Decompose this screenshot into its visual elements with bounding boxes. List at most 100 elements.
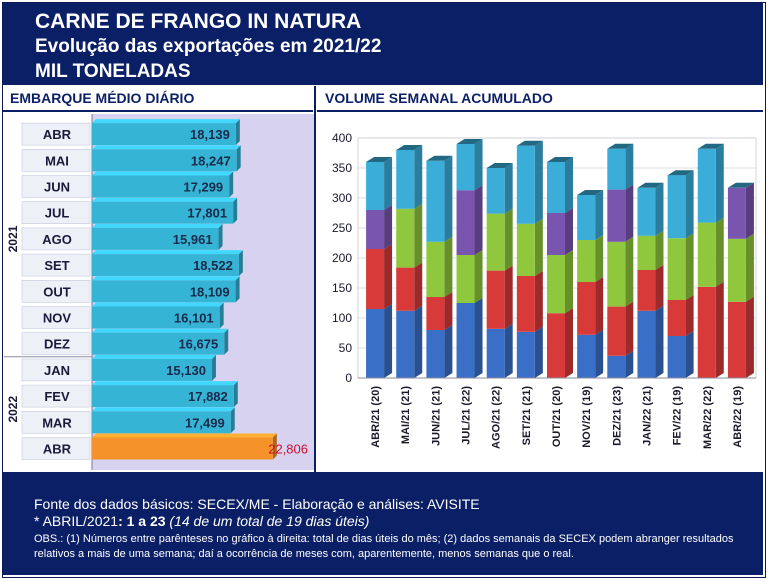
- x-tick-label: JUN/21 (21): [430, 386, 442, 446]
- bar-segment: [396, 150, 415, 209]
- bar-segment: [516, 223, 535, 276]
- bar-segment: [667, 300, 686, 336]
- bar-top: [92, 433, 277, 438]
- value-label: 16,101: [174, 311, 214, 326]
- bar-side: [218, 223, 223, 250]
- bar-segment-side: [715, 281, 724, 378]
- bar-top: [92, 302, 224, 307]
- bar-segment-side: [715, 143, 724, 223]
- value-label: 22,806: [268, 442, 308, 457]
- y-tick-label: 0: [345, 371, 352, 385]
- bar-segment: [637, 235, 656, 270]
- bar: [92, 358, 212, 381]
- bar-segment: [396, 208, 415, 268]
- bar-segment-side: [444, 236, 453, 297]
- bar-segment: [727, 301, 746, 378]
- bar-top: [92, 276, 240, 281]
- bar-segment: [637, 270, 656, 311]
- right-chart-title: VOLUME SEMANAL ACUMULADO: [325, 90, 553, 106]
- bar-top: [92, 119, 240, 124]
- y-tick-label: 200: [332, 251, 352, 265]
- bar-segment: [516, 145, 535, 224]
- bar-segment-side: [655, 265, 664, 311]
- bar-segment-side: [474, 298, 483, 378]
- category-label: ABR: [43, 127, 72, 142]
- category-cell: [21, 122, 91, 146]
- x-tick-label: ABR/21 (20): [370, 386, 382, 448]
- bar-segment: [366, 249, 385, 309]
- bar-segment: [456, 303, 475, 378]
- bar-segment-side: [685, 233, 694, 300]
- bar-segment-side: [595, 190, 604, 240]
- bar-segment: [577, 334, 596, 378]
- category-cell: [21, 280, 91, 303]
- category-label: DEZ: [44, 337, 70, 352]
- bar: [92, 254, 239, 277]
- value-label: 18,109: [190, 284, 230, 299]
- x-tick-label: JAN/22 (21): [641, 386, 653, 446]
- footer-note-days: : 1 a 23: [118, 513, 166, 529]
- bar-segment: [697, 286, 716, 378]
- bar-segment-side: [595, 277, 604, 335]
- bar-segment: [426, 330, 445, 378]
- bar-top: [92, 197, 238, 202]
- bar-segment: [396, 310, 415, 378]
- bar-segment-side: [444, 155, 453, 242]
- bar-segment: [607, 148, 626, 190]
- category-cell: [21, 201, 91, 224]
- bar-top-face: [456, 139, 483, 144]
- bar-segment-side: [414, 305, 423, 378]
- x-tick-label: ABR/22 (19): [732, 386, 744, 448]
- bar-segment: [366, 162, 385, 210]
- bar-segment: [547, 213, 565, 255]
- bar-segment: [547, 255, 565, 314]
- bar-segment-side: [745, 296, 754, 378]
- bar: [92, 201, 234, 224]
- bar-top-face: [547, 157, 573, 162]
- category-label: AGO: [42, 232, 72, 247]
- bar-segment: [516, 276, 535, 332]
- bar-segment: [727, 238, 746, 302]
- x-tick-label: AGO/21 (22): [491, 386, 503, 449]
- bar-segment-side: [655, 305, 664, 378]
- section-divider: [314, 86, 316, 472]
- bar-segment-side: [595, 235, 604, 282]
- bar-segment-side: [414, 203, 423, 268]
- bar-top-face: [366, 157, 393, 162]
- bar-side: [233, 197, 238, 224]
- bar-segment: [607, 306, 626, 356]
- bar-segment-side: [474, 250, 483, 303]
- bar-segment: [366, 210, 385, 249]
- bar-segment-side: [444, 292, 453, 330]
- category-cell: [21, 148, 91, 172]
- bar: [92, 280, 236, 303]
- bar-top: [92, 328, 229, 333]
- footer-note-detail: (14 de um total de 19 dias úteis): [165, 513, 370, 529]
- bar-segment: [727, 187, 746, 239]
- y-tick-label: 150: [332, 281, 352, 295]
- category-cell: [21, 410, 91, 434]
- bar-segment-side: [384, 157, 393, 210]
- bar-segment-side: [625, 236, 634, 307]
- bar-segment-side: [504, 265, 513, 329]
- bar-segment-side: [534, 326, 543, 378]
- bar-segment: [516, 331, 535, 378]
- bar-segment-side: [504, 323, 513, 378]
- footer-panel: Fonte dos dados básicos: SECEX/ME - Elab…: [3, 472, 763, 575]
- value-label: 18,247: [191, 153, 231, 168]
- bar-side: [272, 433, 277, 460]
- bar-segment: [426, 297, 445, 330]
- category-label: NOV: [43, 311, 72, 326]
- bar: [92, 175, 230, 198]
- category-cell: [21, 227, 91, 251]
- bar-top: [92, 223, 223, 228]
- bar-side: [229, 171, 234, 198]
- bar-segment-side: [384, 304, 393, 378]
- x-tick-label: JUL/21 (22): [461, 386, 473, 445]
- bar-side: [236, 145, 241, 172]
- bar-segment-side: [414, 145, 423, 209]
- bar-segment: [607, 355, 626, 378]
- bar-segment: [667, 336, 686, 378]
- bar-segment: [577, 240, 596, 282]
- bar-segment: [637, 187, 656, 236]
